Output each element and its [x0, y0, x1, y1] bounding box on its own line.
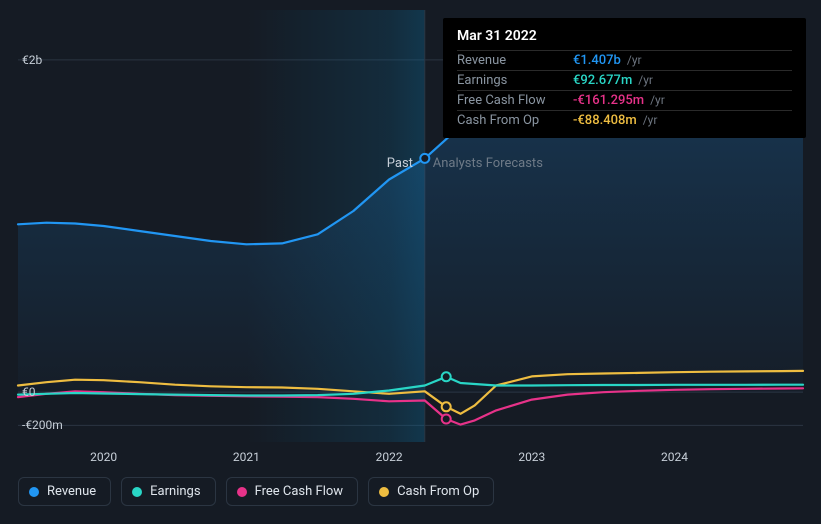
legend-item-free_cash_flow[interactable]: Free Cash Flow — [226, 477, 358, 506]
tooltip-unit: /yr — [627, 53, 642, 67]
tooltip-row-cash_from_op: Cash From Op -€88.408m/yr — [457, 110, 792, 130]
legend-swatch — [237, 487, 247, 497]
marker-free_cash_flow — [442, 415, 451, 424]
tooltip-label: Revenue — [457, 53, 567, 68]
x-axis-label: 2023 — [518, 450, 545, 464]
marker-cash_from_op — [442, 402, 451, 411]
legend-item-revenue[interactable]: Revenue — [18, 477, 111, 506]
past-label: Past — [387, 156, 413, 171]
tooltip-value: -€161.295m — [573, 93, 644, 108]
tooltip-row-earnings: Earnings €92.677m/yr — [457, 70, 792, 90]
legend-swatch — [29, 487, 39, 497]
financials-chart: Past Analysts Forecasts €2b €0 -€200m 2020 2… — [0, 0, 821, 524]
tooltip-unit: /yr — [638, 73, 653, 87]
tooltip-row-revenue: Revenue €1.407b/yr — [457, 50, 792, 70]
tooltip-unit: /yr — [650, 93, 665, 107]
forecast-label: Analysts Forecasts — [433, 156, 543, 171]
tooltip-value: -€88.408m — [573, 113, 637, 128]
legend-item-cash_from_op[interactable]: Cash From Op — [368, 477, 494, 506]
y-axis-label: €2b — [22, 53, 42, 67]
legend-item-earnings[interactable]: Earnings — [121, 477, 215, 506]
x-axis-label: 2022 — [376, 450, 403, 464]
y-axis-label: €0 — [22, 385, 36, 399]
marker-revenue — [420, 154, 429, 163]
tooltip-value: €1.407b — [573, 53, 621, 68]
legend-label: Free Cash Flow — [255, 484, 343, 499]
tooltip-row-free_cash_flow: Free Cash Flow -€161.295m/yr — [457, 90, 792, 110]
legend-swatch — [379, 487, 389, 497]
legend-swatch — [132, 487, 142, 497]
tooltip-unit: /yr — [643, 113, 658, 127]
legend-label: Cash From Op — [397, 484, 479, 499]
marker-earnings — [442, 372, 451, 381]
x-axis-label: 2024 — [661, 450, 688, 464]
tooltip-title: Mar 31 2022 — [457, 28, 792, 44]
x-axis-label: 2021 — [233, 450, 260, 464]
tooltip-label: Free Cash Flow — [457, 93, 567, 108]
legend: Revenue Earnings Free Cash Flow Cash From O… — [18, 477, 494, 506]
tooltip-label: Cash From Op — [457, 113, 567, 128]
y-axis-label: -€200m — [22, 418, 63, 432]
legend-label: Revenue — [47, 484, 96, 499]
chart-tooltip: Mar 31 2022 Revenue €1.407b/yr Earnings €92… — [443, 18, 806, 138]
x-axis-label: 2020 — [90, 450, 117, 464]
tooltip-label: Earnings — [457, 73, 567, 88]
tooltip-value: €92.677m — [573, 73, 632, 88]
legend-label: Earnings — [150, 484, 200, 499]
